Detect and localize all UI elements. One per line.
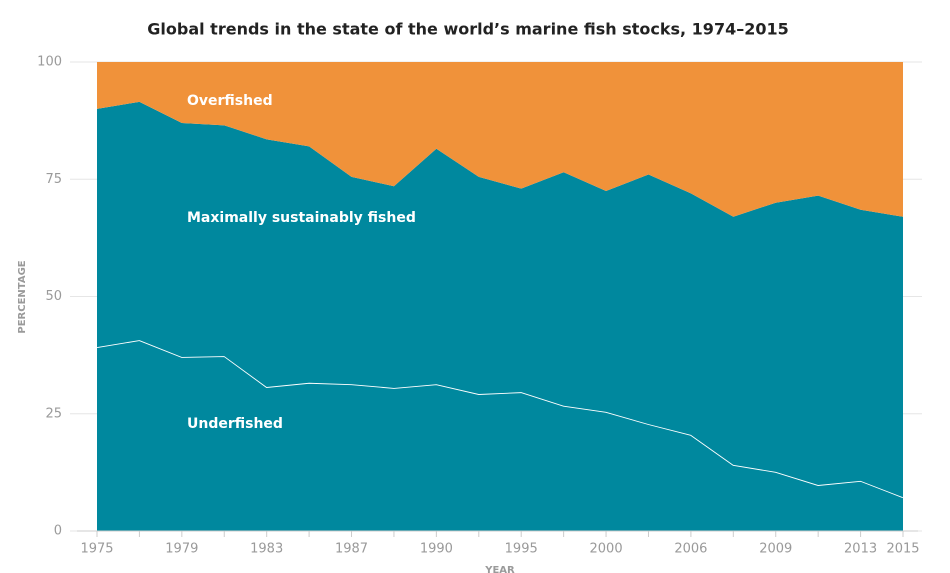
y-tick-label: 25 [45,406,62,421]
x-tick-label: 2013 [844,542,877,557]
x-axis-title: YEAR [484,565,515,573]
x-tick-label: 1983 [250,542,283,557]
y-tick-label: 0 [54,524,62,539]
x-tick-label: 2006 [674,542,707,557]
x-tick-label: 1975 [80,542,113,557]
x-tick-label: 1990 [420,542,453,557]
x-tick-label: 2015 [886,542,919,557]
y-tick-label: 50 [45,289,62,304]
x-tick-label: 1987 [335,542,368,557]
series-label: Underfished [187,416,283,432]
chart-title: Global trends in the state of the world’… [147,20,788,39]
x-tick-label: 1995 [505,542,538,557]
area [97,340,903,531]
y-axis-title: PERCENTAGE [17,260,28,333]
y-tick-label: 100 [37,55,62,70]
x-tick-label: 1979 [165,542,198,557]
x-tick-label: 2009 [759,542,792,557]
series-label: Maximally sustainably fished [187,210,416,226]
x-tick-label: 2000 [590,542,623,557]
series-label: Overfished [187,93,273,109]
area [97,101,903,498]
area [97,62,903,217]
y-tick-label: 75 [45,172,62,187]
